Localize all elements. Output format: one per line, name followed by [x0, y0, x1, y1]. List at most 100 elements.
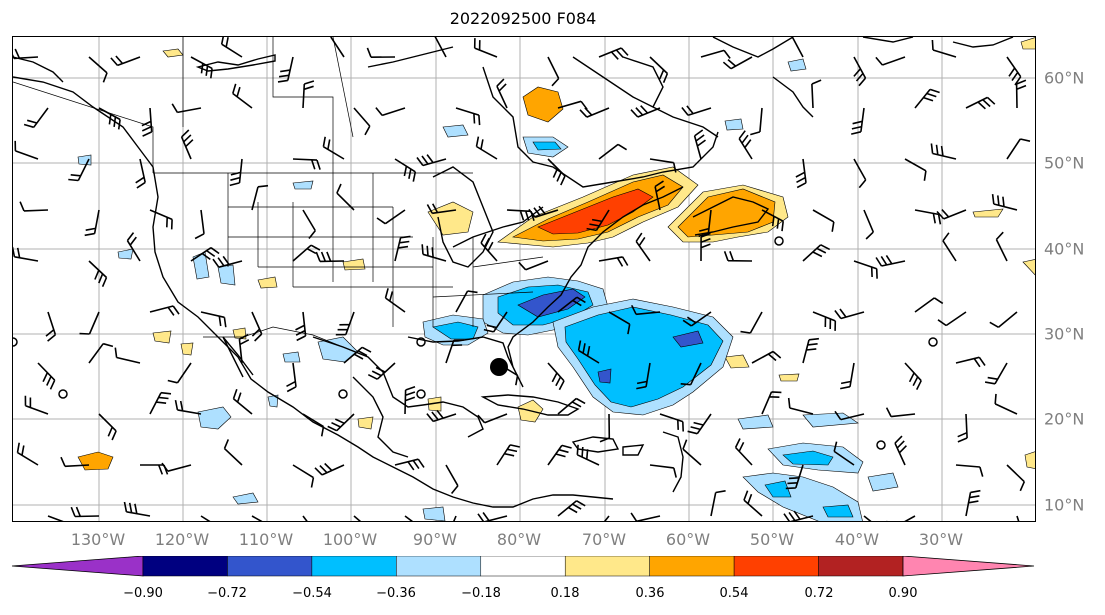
wind-barb	[180, 129, 194, 160]
calm-wind-markers	[13, 236, 938, 450]
wind-barb	[84, 209, 100, 237]
wind-barb	[302, 515, 308, 521]
wind-barb	[14, 140, 39, 160]
wind-barb	[47, 515, 64, 521]
lon-label-120w: 120°W	[154, 530, 210, 549]
wind-barb	[547, 158, 566, 186]
wind-barb	[761, 391, 782, 415]
wind-barb	[68, 158, 90, 182]
wind-barb	[743, 490, 763, 517]
wind-barb	[445, 464, 459, 495]
lon-label-40w: 40°W	[834, 530, 880, 549]
wind-barb	[343, 346, 372, 364]
wind-barb	[931, 39, 957, 58]
wind-barb	[1006, 138, 1031, 160]
wind-barb	[955, 464, 984, 477]
wind-barb	[79, 311, 100, 335]
colorbar-bin	[564, 556, 650, 577]
wind-barb	[965, 96, 996, 110]
lat-label-50n: 50°N	[1044, 153, 1085, 173]
wind-barb	[496, 444, 520, 466]
wind-barb	[19, 201, 49, 212]
wind-barb	[577, 340, 600, 364]
wind-barb	[863, 209, 875, 240]
wind-barb	[135, 158, 146, 189]
wind-barb	[126, 232, 141, 262]
wind-barb	[528, 205, 559, 218]
wind-barb	[608, 311, 631, 335]
lon-label-100w: 100°W	[322, 530, 378, 549]
wind-barb	[636, 362, 651, 390]
wind-barb	[60, 456, 90, 468]
wind-barb	[384, 288, 406, 313]
colorbar-tick-label: 0.18	[550, 586, 580, 601]
wind-barb	[13, 48, 39, 60]
colorbar-under-triangle	[11, 556, 144, 577]
lon-label-70w: 70°W	[581, 530, 627, 549]
lon-label-30w: 30°W	[918, 530, 964, 549]
wind-barb	[366, 47, 396, 58]
lon-label-110w: 110°W	[238, 530, 294, 549]
wind-barb	[114, 347, 141, 364]
wind-barb	[942, 232, 957, 262]
colorbar-tick-label: −0.90	[123, 586, 163, 601]
wind-barb	[738, 130, 753, 160]
wind-barb	[700, 49, 731, 59]
wind-barb	[375, 107, 406, 117]
wind-barb	[547, 444, 572, 466]
wind-barb	[426, 203, 457, 215]
colorbar-tick-label: 0.90	[888, 586, 918, 601]
wind-barb	[649, 56, 669, 84]
colorbar-over-triangle	[902, 556, 1035, 577]
wind-barb	[141, 107, 153, 137]
wind-barb	[751, 350, 782, 364]
wind-barb	[480, 233, 498, 262]
wind-barb	[812, 311, 837, 331]
wind-barb	[200, 515, 211, 521]
lat-label-30n: 30°N	[1044, 324, 1085, 344]
wind-barb	[834, 308, 865, 320]
wind-barb	[506, 209, 535, 222]
wind-barb	[88, 342, 114, 364]
wind-barb	[302, 209, 316, 239]
lon-label-50w: 50°W	[749, 530, 795, 549]
wind-barb	[894, 435, 907, 466]
wind-barb	[37, 362, 56, 390]
wind-barb	[404, 515, 414, 521]
wind-barb	[394, 235, 411, 262]
wind-barb	[1006, 464, 1026, 492]
wind-barb	[630, 512, 661, 521]
wind-barb	[635, 232, 651, 262]
wind-barb	[914, 297, 944, 313]
colorbar-tick-label: −0.36	[376, 586, 416, 601]
wind-barb	[984, 362, 1008, 385]
wind-barb	[851, 107, 865, 135]
colorbar-tick-label: 0.54	[719, 586, 749, 601]
wind-barb	[330, 37, 345, 58]
wind-barb	[98, 107, 121, 130]
wind-barb	[327, 413, 355, 432]
wind-barb	[149, 305, 180, 316]
wind-barb	[190, 247, 220, 262]
wind-barb	[761, 209, 784, 232]
wind-barbs	[13, 37, 1031, 521]
wind-barb	[682, 311, 712, 327]
wind-barb	[904, 158, 927, 181]
wind-barb	[174, 399, 202, 415]
wind-barb	[88, 260, 108, 288]
wind-barb	[547, 362, 565, 391]
wind-barb	[630, 304, 661, 316]
wind-barb	[367, 362, 396, 380]
colorbar-bin	[311, 556, 397, 577]
wind-barb	[649, 464, 677, 478]
wind-barb	[23, 107, 49, 129]
wind-barb	[734, 438, 753, 466]
wind-barb	[473, 38, 498, 58]
wind-barb	[795, 158, 807, 189]
wind-barb	[292, 158, 321, 170]
wind-barb	[394, 158, 417, 182]
lon-label-80w: 80°W	[496, 530, 542, 549]
wind-barb	[292, 244, 321, 262]
wind-barb	[586, 209, 610, 232]
wind-barb	[886, 515, 916, 521]
